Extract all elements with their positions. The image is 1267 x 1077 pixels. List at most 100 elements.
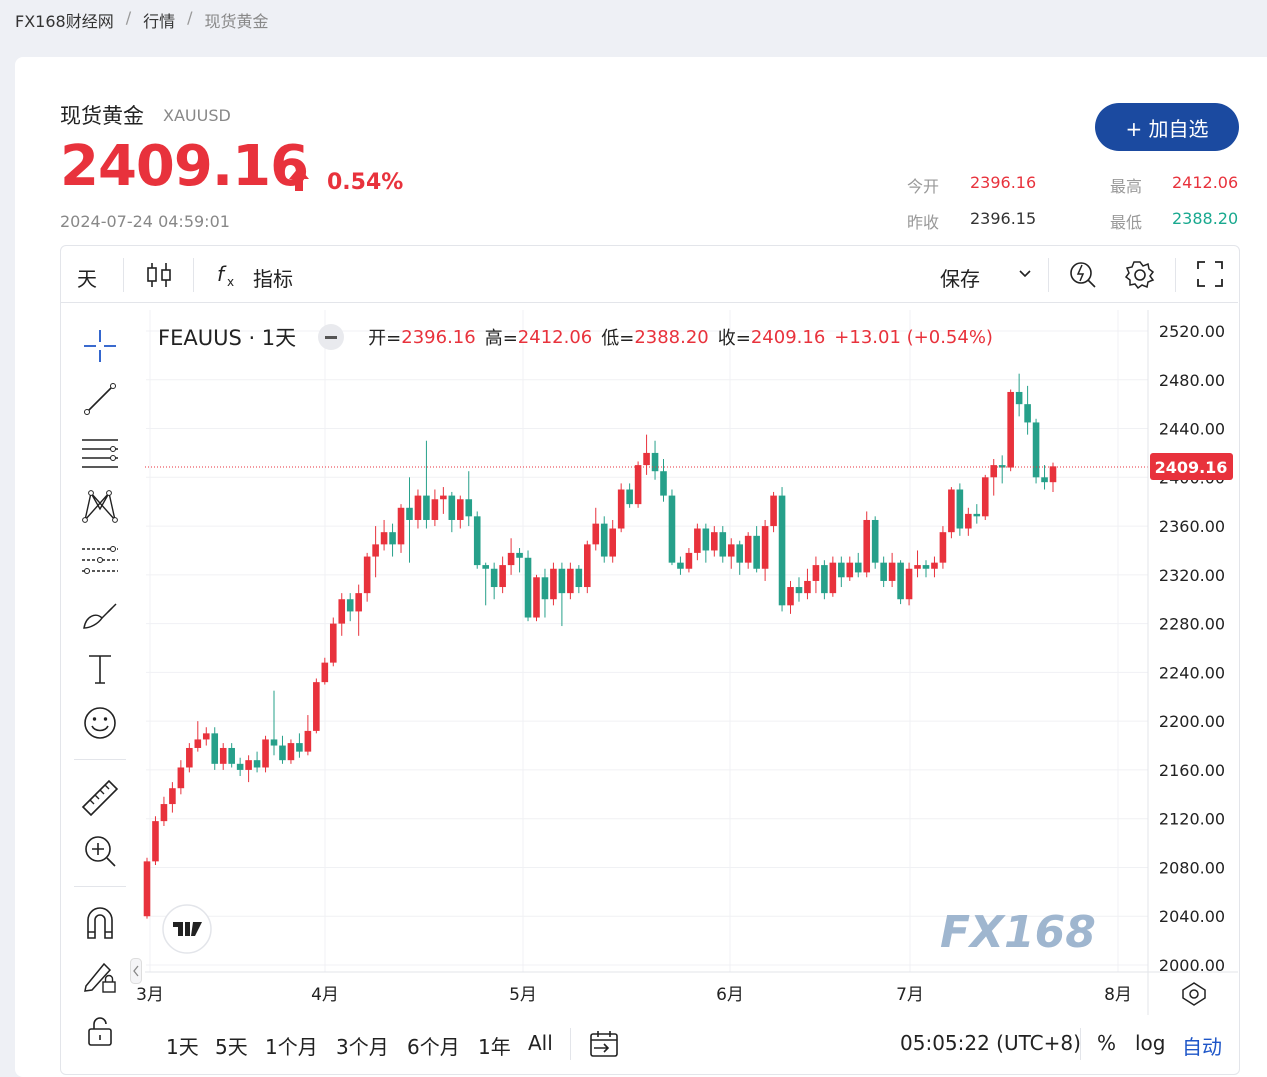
svg-text:x: x [227,275,234,289]
magnet-icon[interactable] [84,906,116,940]
x-tick-label: 5月 [509,985,537,1005]
settings-gear-icon[interactable] [1124,259,1156,291]
unlock-icon[interactable] [86,1014,114,1048]
y-tick-label: 2280.00 [1159,615,1225,634]
legend-symbol: FEAUUS · 1天 [158,326,297,350]
divider [74,759,126,760]
candle-body [533,577,540,618]
low-label: 最低 [1110,213,1143,232]
candle-body [990,465,998,478]
candle-body [186,747,193,768]
candle-body [1041,477,1048,483]
candle-body [583,544,591,588]
breadcrumb: FX168财经网 / 行情 / 现货黄金 [15,8,269,32]
axis-settings-icon[interactable] [1182,982,1206,1006]
ruler-icon[interactable] [80,778,120,818]
candle-body [634,465,642,505]
range-6m[interactable]: 6个月 [407,1035,460,1059]
breadcrumb-home[interactable]: FX168财经网 [15,12,114,31]
pattern-icon[interactable] [80,487,120,527]
candle-body [329,623,337,663]
candle-body [389,532,396,545]
y-tick-label: 2080.00 [1159,858,1225,877]
candle-body [956,489,964,529]
candle-body [211,733,219,764]
divider [193,258,194,292]
chevron-down-icon[interactable] [1018,267,1032,281]
candle-body [558,568,566,594]
candle-style-icon[interactable] [146,261,172,289]
candle-body [473,516,481,566]
breadcrumb-section[interactable]: 行情 [143,12,176,31]
range-1d[interactable]: 1天 [166,1035,199,1059]
breadcrumb-separator: / [187,8,193,27]
goto-date-icon[interactable] [588,1028,620,1060]
candle-body [753,535,760,569]
interval-selector[interactable]: 天 [77,267,97,291]
alert-flash-icon[interactable] [1068,259,1098,289]
candle-body [431,499,439,520]
candle-body [397,507,405,545]
range-5d[interactable]: 5天 [215,1035,248,1059]
clock-time[interactable]: 05:05:22 (UTC+8) [900,1031,1081,1055]
open-label: 今开 [907,177,940,196]
y-tick-label: 2000.00 [1159,956,1225,975]
candle-body [651,452,659,472]
lock-drawing-icon[interactable] [82,958,118,994]
y-tick-label: 2520.00 [1159,322,1225,341]
candle-body [846,562,854,578]
collapse-toolbar-icon[interactable] [130,958,142,984]
log-toggle[interactable]: log [1135,1031,1166,1055]
chart-legend: FEAUUS · 1天 开= 2396.16 高= 2412.06 低= 2388.2… [158,322,993,352]
legend-low: 2388.20 [634,326,709,348]
legend-high-label: 高= [484,328,518,349]
indicators-button[interactable]: 指标 [253,267,293,291]
text-tool-icon[interactable] [84,652,116,686]
brush-icon[interactable] [80,598,120,634]
candle-body [626,489,633,505]
range-1m[interactable]: 1个月 [265,1035,318,1059]
fib-lines-icon[interactable] [80,436,120,470]
breadcrumb-separator: / [125,8,132,27]
candle-body [778,495,786,606]
candle-body [194,739,202,748]
range-all[interactable]: All [528,1031,553,1055]
candle-body [795,587,803,594]
breadcrumb-current: 现货黄金 [204,12,269,31]
auto-scale-toggle[interactable]: 自动 [1182,1035,1222,1059]
crosshair-icon[interactable] [82,328,118,364]
collapse-legend-button[interactable] [318,324,345,350]
candle-body [202,733,210,740]
emoji-icon[interactable] [82,705,118,741]
range-3m[interactable]: 3个月 [336,1035,389,1059]
range-1y[interactable]: 1年 [478,1035,511,1059]
save-button[interactable]: 保存 [940,267,980,291]
candle-body [541,577,549,600]
divider [570,1028,571,1060]
candle-body [854,562,862,573]
change-percent: 0.54% [327,170,404,195]
tradingview-logo[interactable] [162,904,212,954]
add-watchlist-button[interactable]: + 加自选 [1095,103,1239,151]
y-tick-label: 2240.00 [1159,663,1225,682]
candle-body [931,562,938,569]
candle-body [965,513,972,529]
y-tick-label: 2120.00 [1159,810,1225,829]
last-price: 2409.16 [60,134,309,199]
prediction-icon[interactable] [80,544,120,580]
candle-body [321,662,329,683]
quote-timestamp: 2024-07-24 04:59:01 [60,212,230,231]
candle-body [948,489,955,533]
candle-body [245,760,252,770]
zoom-in-icon[interactable] [82,833,118,869]
divider [1080,1028,1081,1060]
y-tick-label: 2160.00 [1159,761,1225,780]
legend-open-label: 开= [368,328,402,349]
percent-toggle[interactable]: % [1097,1031,1117,1055]
trend-line-icon[interactable] [82,381,118,417]
fullscreen-icon[interactable] [1196,260,1224,288]
candle-body [440,495,447,500]
candle-body [821,565,828,594]
